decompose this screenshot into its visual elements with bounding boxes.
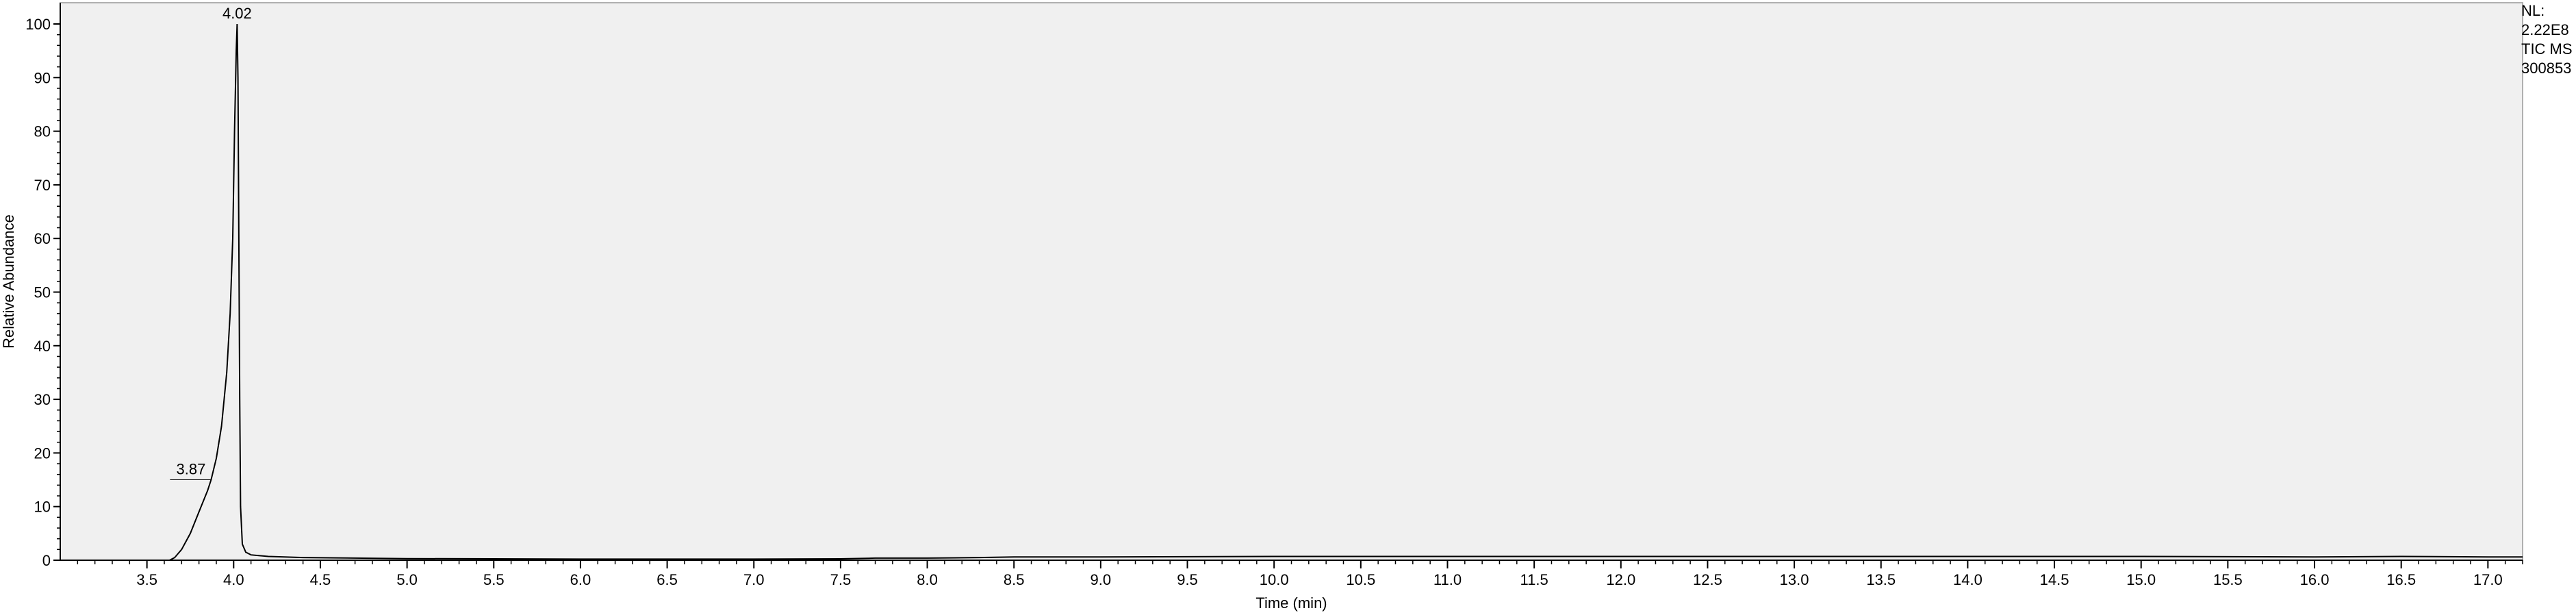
x-tick-label: 12.5	[1693, 571, 1722, 588]
y-tick-label: 50	[34, 284, 51, 301]
x-tick-label: 8.0	[917, 571, 938, 588]
y-tick-label: 30	[34, 391, 51, 408]
x-tick-label: 9.5	[1177, 571, 1198, 588]
x-tick-label: 15.5	[2213, 571, 2243, 588]
x-tick-label: 17.0	[2473, 571, 2503, 588]
x-tick-label: 10.0	[1260, 571, 1289, 588]
y-tick-label: 0	[42, 552, 51, 569]
x-tick-label: 14.5	[2040, 571, 2069, 588]
x-tick-label: 13.0	[1780, 571, 1809, 588]
x-tick-label: 14.0	[1953, 571, 1982, 588]
y-tick-label: 40	[34, 338, 51, 355]
y-axis: 0 10 20 30 40 50 60 70 80 90 100	[25, 3, 61, 569]
x-axis-title: Time (min)	[1255, 594, 1327, 612]
x-tick-label: 5.0	[396, 571, 418, 588]
peak-label: 4.02	[222, 5, 252, 22]
x-tick-label: 9.0	[1091, 571, 1112, 588]
x-tick-label: 12.0	[1606, 571, 1635, 588]
x-tick-label: 4.0	[223, 571, 244, 588]
peak-labels: 4.02 3.87	[170, 5, 252, 481]
x-tick-label: 7.0	[743, 571, 765, 588]
x-axis: 3.5 4.0 4.5 5.0 5.5 6.0 6.5 7.0 7.5 8.0 8.5 9.0 9.5 1…	[60, 560, 2523, 588]
x-tick-label: 8.5	[1004, 571, 1025, 588]
tic-trace	[60, 23, 2523, 561]
x-tick-label: 10.5	[1346, 571, 1375, 588]
y-tick-label: 10	[34, 499, 51, 516]
x-tick-label: 7.5	[830, 571, 852, 588]
x-tick-label: 11.5	[1520, 571, 1548, 588]
x-tick-label: 16.0	[2300, 571, 2330, 588]
x-tick-label: 6.0	[570, 571, 591, 588]
nl-value: 2.22E8	[2521, 21, 2569, 38]
x-tick-label: 3.5	[136, 571, 157, 588]
y-tick-label: 60	[34, 230, 51, 247]
sample-id: 300853	[2521, 60, 2572, 77]
normalization-info: NL: 2.22E8 TIC MS 300853	[2521, 1, 2576, 78]
x-tick-label: 13.5	[1866, 571, 1896, 588]
nl-label: NL:	[2521, 2, 2545, 19]
x-tick-label: 11.0	[1433, 571, 1462, 588]
x-tick-label: 5.5	[483, 571, 505, 588]
plot-area	[60, 2, 2523, 561]
y-tick-label: 70	[34, 177, 51, 194]
y-tick-label: 80	[34, 123, 51, 140]
y-axis-title: Relative Abundance	[0, 214, 17, 349]
x-tick-label: 6.5	[656, 571, 678, 588]
scan-filter: TIC MS	[2521, 40, 2573, 58]
x-tick-label: 15.0	[2126, 571, 2156, 588]
y-tick-label: 100	[25, 16, 51, 33]
x-tick-label: 4.5	[310, 571, 331, 588]
peak-label: 3.87	[177, 461, 206, 478]
y-tick-label: 90	[34, 69, 51, 86]
x-tick-label: 16.5	[2386, 571, 2416, 588]
y-tick-label: 20	[34, 444, 51, 462]
